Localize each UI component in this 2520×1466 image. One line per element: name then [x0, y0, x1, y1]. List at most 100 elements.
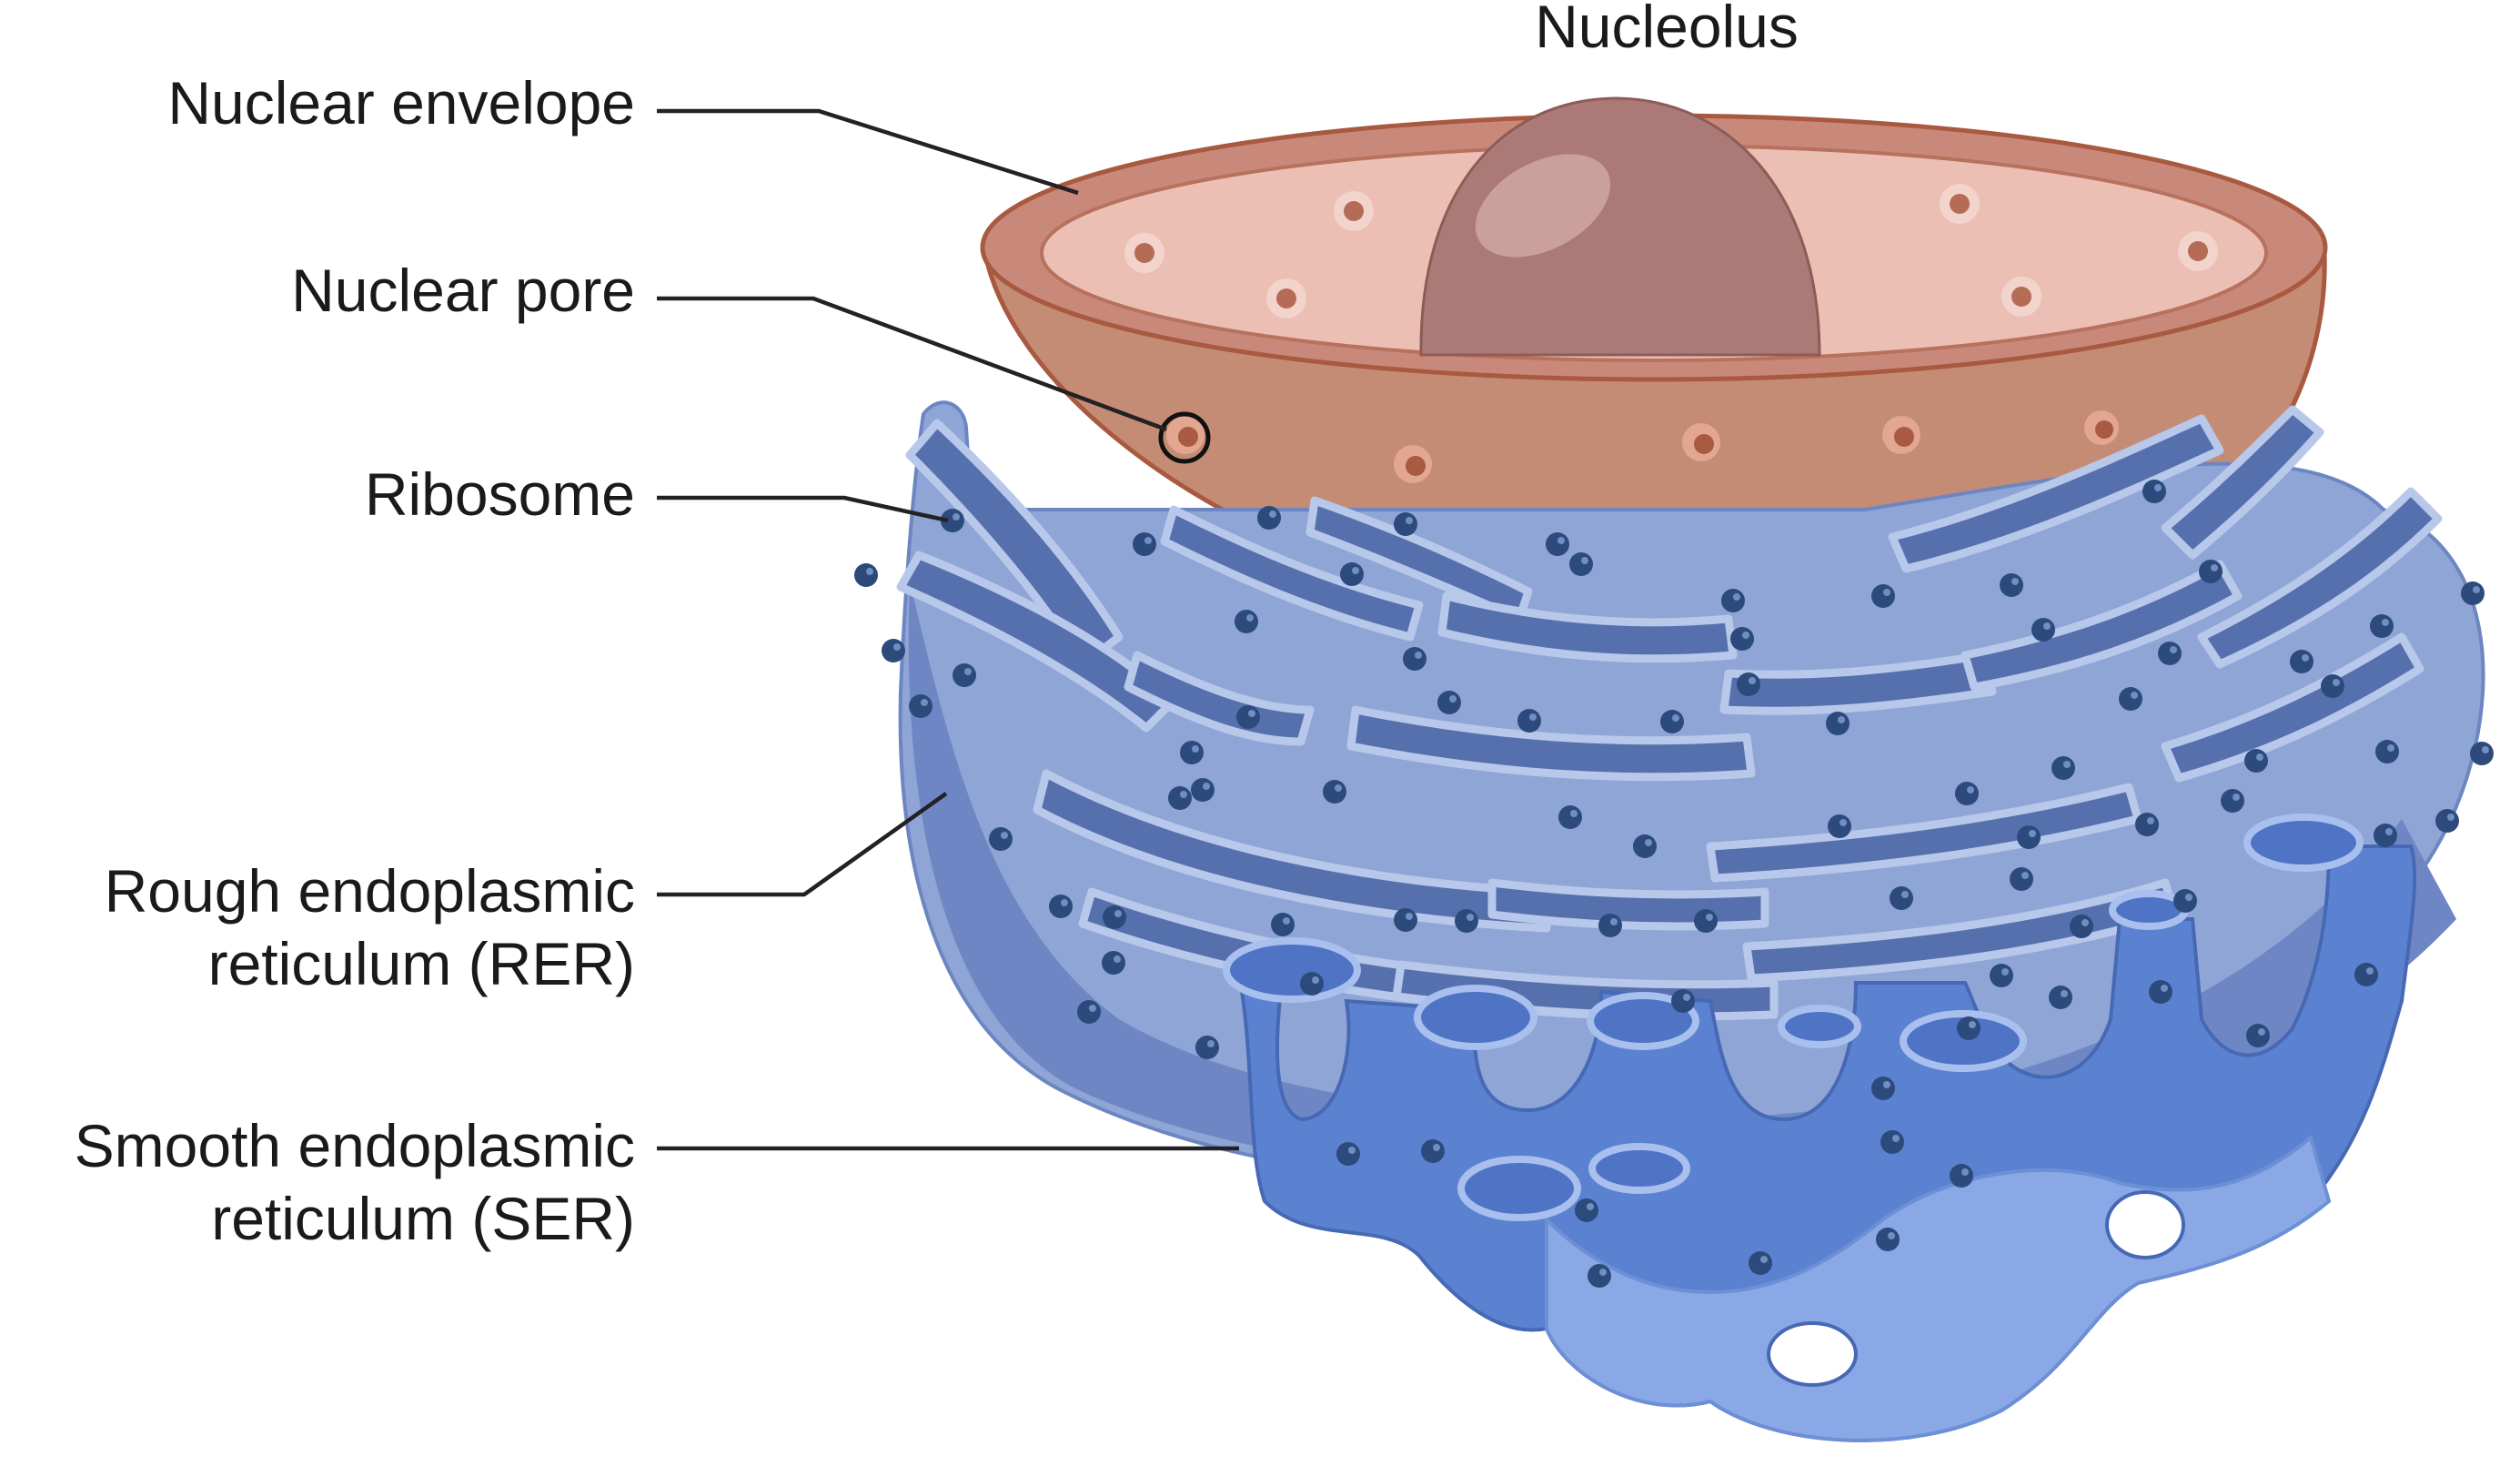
- ribosome-highlight: [2185, 894, 2192, 901]
- ribosome-highlight: [953, 513, 960, 521]
- ribosome-dot-icon: [2142, 480, 2166, 503]
- ribosome-highlight: [1529, 713, 1537, 721]
- ribosome-highlight: [2170, 646, 2177, 653]
- label-ribosome: Ribosome: [365, 460, 635, 528]
- ribosome-dot-icon: [1660, 710, 1684, 733]
- ribosome-dot-icon: [1323, 780, 1346, 804]
- ribosome-dot-icon: [1049, 895, 1073, 918]
- ribosome-dot-icon: [1340, 562, 1364, 586]
- ribosome-highlight: [1348, 1147, 1356, 1154]
- leader-nuclear-pore: [657, 296, 1167, 432]
- ribosome-dot-icon: [909, 694, 932, 718]
- ribosome-dot-icon: [2158, 642, 2182, 665]
- ribosome-dot-icon: [1403, 647, 1426, 671]
- ribosome-highlight: [2366, 967, 2374, 975]
- ribosome-dot-icon: [1195, 1036, 1219, 1059]
- ribosome-highlight: [1352, 567, 1359, 574]
- ribosome-highlight: [2302, 654, 2309, 662]
- ribosome-dot-icon: [1517, 709, 1541, 733]
- ribosome-highlight: [1683, 994, 1690, 1001]
- ribosome-dot-icon: [1721, 589, 1745, 612]
- ribosome-dot-icon: [2173, 889, 2197, 913]
- label-nucleolus: Nucleolus: [1535, 0, 1799, 60]
- label-rer-line2: reticulum (RER): [208, 930, 635, 997]
- ribosome-dot-icon: [1957, 1016, 1981, 1040]
- ribosome-highlight: [2256, 753, 2263, 761]
- ribosome-highlight: [964, 668, 972, 675]
- ribosome-dot-icon: [2199, 560, 2223, 583]
- leader-rer: [657, 792, 948, 897]
- ribosome-dot-icon: [882, 639, 905, 662]
- ribosome-highlight: [2061, 990, 2068, 997]
- ribosome-highlight: [1570, 810, 1578, 817]
- ribosome-dot-icon: [1569, 552, 1593, 576]
- inner-pores: [1124, 184, 2218, 318]
- ribosome-dot-icon: [1876, 1228, 1900, 1251]
- ribosome-dot-icon: [2051, 756, 2075, 780]
- label-nuclear-envelope: Nuclear envelope: [167, 69, 635, 136]
- ribosome-dot-icon: [1950, 1164, 1973, 1188]
- ribosome-highlight: [2011, 578, 2019, 585]
- ribosome-dot-icon: [1180, 741, 1204, 764]
- leader-ribosome: [657, 495, 949, 523]
- ribosome-dot-icon: [2370, 614, 2394, 638]
- ribosome-highlight: [921, 699, 928, 706]
- ribosome-dot-icon: [2000, 573, 2023, 597]
- ribosome-highlight: [1269, 511, 1276, 518]
- ribosome-dot-icon: [854, 563, 878, 587]
- nucleolus: [1419, 96, 1821, 357]
- ribosome-highlight: [1760, 1256, 1768, 1263]
- ribosome-highlight: [1061, 899, 1068, 906]
- ribosome-highlight: [1449, 695, 1457, 703]
- ribosome-dot-icon: [1394, 908, 1417, 932]
- ribosome-dot-icon: [1955, 782, 1979, 805]
- ribosome-highlight: [1645, 839, 1652, 846]
- label-ser-line2: reticulum (SER): [211, 1185, 635, 1252]
- ribosome-highlight: [1901, 891, 1909, 898]
- ribosome-dot-icon: [1633, 834, 1657, 858]
- ribosome-highlight: [1180, 791, 1187, 798]
- ser-hole: [2105, 1190, 2185, 1259]
- ribosome-dot-icon: [1828, 814, 1851, 838]
- ribosome-highlight: [1581, 557, 1588, 564]
- ribosome-highlight: [2482, 746, 2489, 753]
- ribosome-dot-icon: [2435, 809, 2459, 833]
- ribosome-dot-icon: [2070, 915, 2093, 938]
- ribosome-highlight: [1838, 716, 1845, 723]
- ribosome-dot-icon: [1394, 512, 1417, 536]
- ribosome-dot-icon: [2119, 687, 2142, 711]
- ribosome-highlight: [1961, 1168, 1969, 1176]
- ribosome-highlight: [1742, 632, 1749, 639]
- ribosome-highlight: [1967, 786, 1974, 794]
- ribosome-dot-icon: [1271, 913, 1295, 936]
- label-nuclear-pore: Nuclear pore: [291, 257, 635, 324]
- ribosome-highlight: [1610, 918, 1618, 925]
- ribosome-highlight: [1248, 710, 1255, 717]
- label-rer-line1: Rough endoplasmic: [105, 857, 635, 925]
- ribosome-highlight: [866, 568, 873, 575]
- ribosome-dot-icon: [1694, 909, 1718, 933]
- ribosome-dot-icon: [1871, 1077, 1895, 1100]
- ribosome-dot-icon: [989, 827, 1013, 851]
- ribosome-highlight: [2063, 761, 2071, 768]
- ribosome-dot-icon: [1730, 627, 1754, 651]
- ribosome-dot-icon: [2321, 674, 2344, 698]
- ribosome-dot-icon: [1558, 805, 1582, 829]
- ribosome-dot-icon: [1336, 1142, 1360, 1166]
- ribosome-dot-icon: [1749, 1251, 1772, 1275]
- ribosome-highlight: [1415, 652, 1422, 659]
- nuclear-pore-marker-icon: [1158, 411, 1211, 464]
- ribosome-dot-icon: [1871, 584, 1895, 608]
- ribosome-dot-icon: [1133, 532, 1156, 556]
- ribosome-dot-icon: [2470, 742, 2494, 765]
- ribosome-dot-icon: [2244, 749, 2268, 773]
- ribosome-highlight: [1599, 1269, 1607, 1276]
- ribosome-dot-icon: [1103, 905, 1126, 929]
- ribosome-dot-icon: [1236, 705, 1260, 729]
- ribosome-dot-icon: [2374, 824, 2397, 847]
- ribosome-highlight: [2043, 622, 2051, 630]
- ribosome-dot-icon: [1598, 914, 1622, 937]
- ribosome-dot-icon: [1575, 1198, 1598, 1222]
- ribosomes: [854, 480, 2494, 1288]
